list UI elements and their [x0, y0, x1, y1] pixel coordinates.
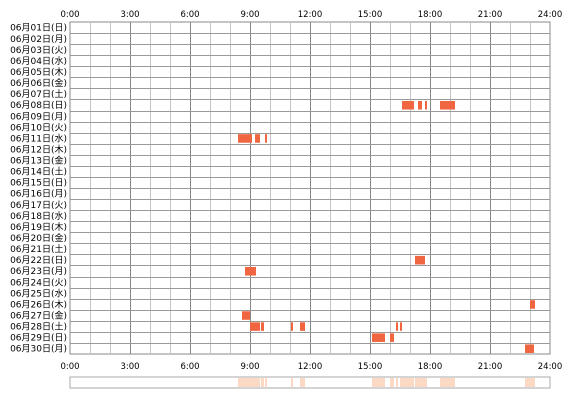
day-label: 06月12日(木)	[10, 143, 67, 155]
summary-mark	[415, 378, 425, 387]
activity-bar	[238, 134, 252, 143]
activity-bar	[418, 100, 422, 110]
day-label: 06月06日(金)	[10, 77, 67, 89]
x-tick-label-top: 6:00	[180, 10, 199, 20]
day-label: 06月15日(日)	[10, 178, 67, 189]
summary-mark	[291, 378, 293, 387]
day-label: 06月16日(月)	[10, 189, 67, 200]
day-label: 06月14日(土)	[10, 166, 67, 178]
day-label: 06月27日(金)	[10, 309, 67, 321]
activity-bar	[425, 100, 427, 110]
activity-bar	[291, 322, 293, 331]
x-tick-label-bottom: 3:00	[120, 362, 139, 372]
x-axis-bottom: 0:00 3:00 6:00 9:00 12:00 15:00 18:00 21:00 24:0…	[60, 362, 562, 372]
day-label: 06月10日(火)	[10, 122, 67, 133]
summary-mark	[396, 378, 398, 387]
activity-bar	[245, 266, 256, 276]
x-tick-label-bottom: 12:00	[298, 362, 323, 372]
summary-mark	[261, 378, 264, 387]
day-label: 06月25日(水)	[10, 287, 67, 299]
activity-bar	[402, 100, 414, 110]
x-tick-label-top: 24:00	[538, 10, 563, 20]
day-label: 06月23日(月)	[10, 266, 67, 277]
day-label: 06月26日(木)	[10, 298, 67, 310]
activity-bar	[396, 322, 398, 331]
day-label: 06月24日(火)	[10, 277, 67, 288]
x-tick-label-top: 15:00	[358, 10, 383, 20]
x-tick-label-bottom: 9:00	[240, 362, 259, 372]
summary-mark	[402, 378, 414, 387]
summary-mark	[400, 378, 402, 387]
day-label: 06月19日(木)	[10, 221, 67, 233]
activity-bar	[530, 300, 535, 309]
summary-mark	[440, 378, 455, 387]
summary-mark	[242, 378, 250, 387]
day-label: 06月11日(水)	[10, 132, 67, 144]
day-labels: 06月01日(日)06月02日(月)06月03日(火)06月04日(水)06月0…	[10, 23, 67, 355]
activity-bar	[525, 344, 534, 353]
chart-bars	[238, 100, 535, 353]
day-label: 06月13日(金)	[10, 155, 67, 167]
activity-bar	[440, 100, 455, 110]
day-label: 06月09日(月)	[10, 111, 67, 122]
day-label: 06月21日(土)	[10, 243, 67, 255]
day-label: 06月02日(月)	[10, 34, 67, 45]
day-label: 06月05日(木)	[10, 66, 67, 78]
day-label: 06月17日(火)	[10, 200, 67, 211]
x-tick-label-top: 18:00	[418, 10, 443, 20]
x-tick-label-bottom: 21:00	[478, 362, 503, 372]
x-tick-label-top: 0:00	[60, 10, 79, 20]
summary-mark	[372, 378, 385, 387]
day-label: 06月07日(土)	[10, 88, 67, 100]
summary-mark	[265, 378, 267, 387]
summary-mark	[425, 378, 427, 387]
activity-bar	[400, 322, 402, 331]
day-label: 06月28日(土)	[10, 321, 67, 333]
x-tick-label-top: 12:00	[298, 10, 323, 20]
activity-bar	[300, 322, 305, 331]
summary-mark	[300, 378, 305, 387]
activity-bar	[261, 322, 264, 331]
summary-mark	[250, 378, 260, 387]
day-label: 06月01日(日)	[10, 23, 67, 34]
day-label: 06月20日(金)	[10, 232, 67, 244]
summary-mark	[390, 378, 394, 387]
day-label: 06月03日(火)	[10, 45, 67, 56]
activity-bar	[242, 311, 250, 320]
day-label: 06月04日(水)	[10, 55, 67, 67]
activity-bar	[250, 322, 260, 331]
x-tick-label-bottom: 6:00	[180, 362, 199, 372]
x-axis-top: 0:00 3:00 6:00 9:00 12:00 15:00 18:00 21:00 24:0…	[60, 10, 562, 20]
day-label: 06月30日(月)	[10, 344, 67, 355]
activity-bar	[390, 333, 394, 342]
day-label: 06月22日(日)	[10, 255, 67, 266]
x-tick-label-bottom: 15:00	[358, 362, 383, 372]
day-label: 06月29日(日)	[10, 333, 67, 344]
x-tick-label-top: 9:00	[240, 10, 259, 20]
chart-grid	[69, 21, 551, 355]
summary-frame	[69, 376, 551, 389]
summary-mark	[525, 378, 534, 387]
activity-bar	[415, 255, 425, 265]
summary-strip	[69, 376, 551, 389]
activity-bar	[255, 134, 260, 143]
activity-bar	[372, 333, 385, 342]
activity-bar	[265, 134, 267, 143]
x-tick-label-top: 3:00	[120, 10, 139, 20]
x-tick-label-bottom: 18:00	[418, 362, 443, 372]
x-tick-label-bottom: 0:00	[60, 362, 79, 372]
x-tick-label-top: 21:00	[478, 10, 503, 20]
x-tick-label-bottom: 24:00	[538, 362, 563, 372]
day-label: 06月18日(水)	[10, 210, 67, 222]
day-label: 06月08日(日)	[10, 100, 67, 111]
